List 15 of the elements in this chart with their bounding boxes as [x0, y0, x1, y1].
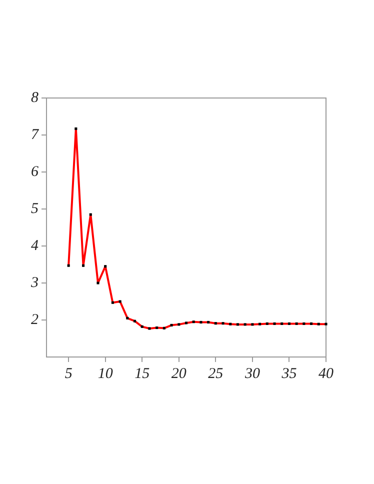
- y-tick-label: 7: [31, 126, 40, 143]
- x-tick-label: 35: [280, 366, 298, 382]
- x-tick-label: 25: [208, 366, 224, 382]
- x-tick-label: 15: [134, 366, 150, 382]
- x-tick-label: 30: [244, 366, 260, 382]
- x-tick-label: 10: [98, 366, 114, 382]
- x-tick-label: 20: [171, 366, 187, 382]
- y-tick-label: 6: [31, 164, 39, 180]
- x-tick-label: 40: [318, 366, 334, 382]
- y-tick-label: 5: [31, 200, 39, 217]
- y-tick-label: 2: [31, 312, 39, 328]
- x-tick-label: 5: [64, 366, 73, 382]
- y-tick-label: 3: [30, 274, 38, 291]
- y-tick-label: 8: [31, 90, 39, 106]
- y-tick-label: 4: [31, 238, 39, 254]
